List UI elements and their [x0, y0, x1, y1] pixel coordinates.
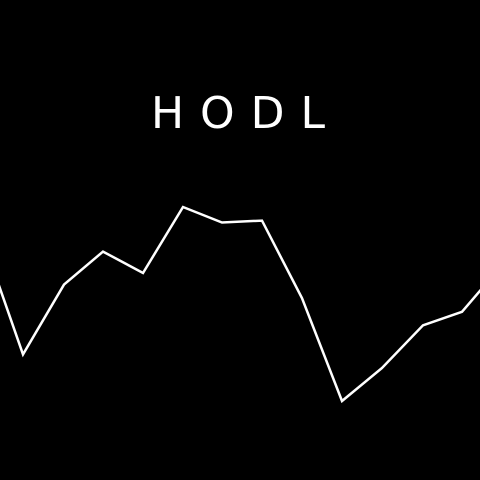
- price-line: [0, 205, 480, 404]
- title-text: HODL: [150, 88, 342, 139]
